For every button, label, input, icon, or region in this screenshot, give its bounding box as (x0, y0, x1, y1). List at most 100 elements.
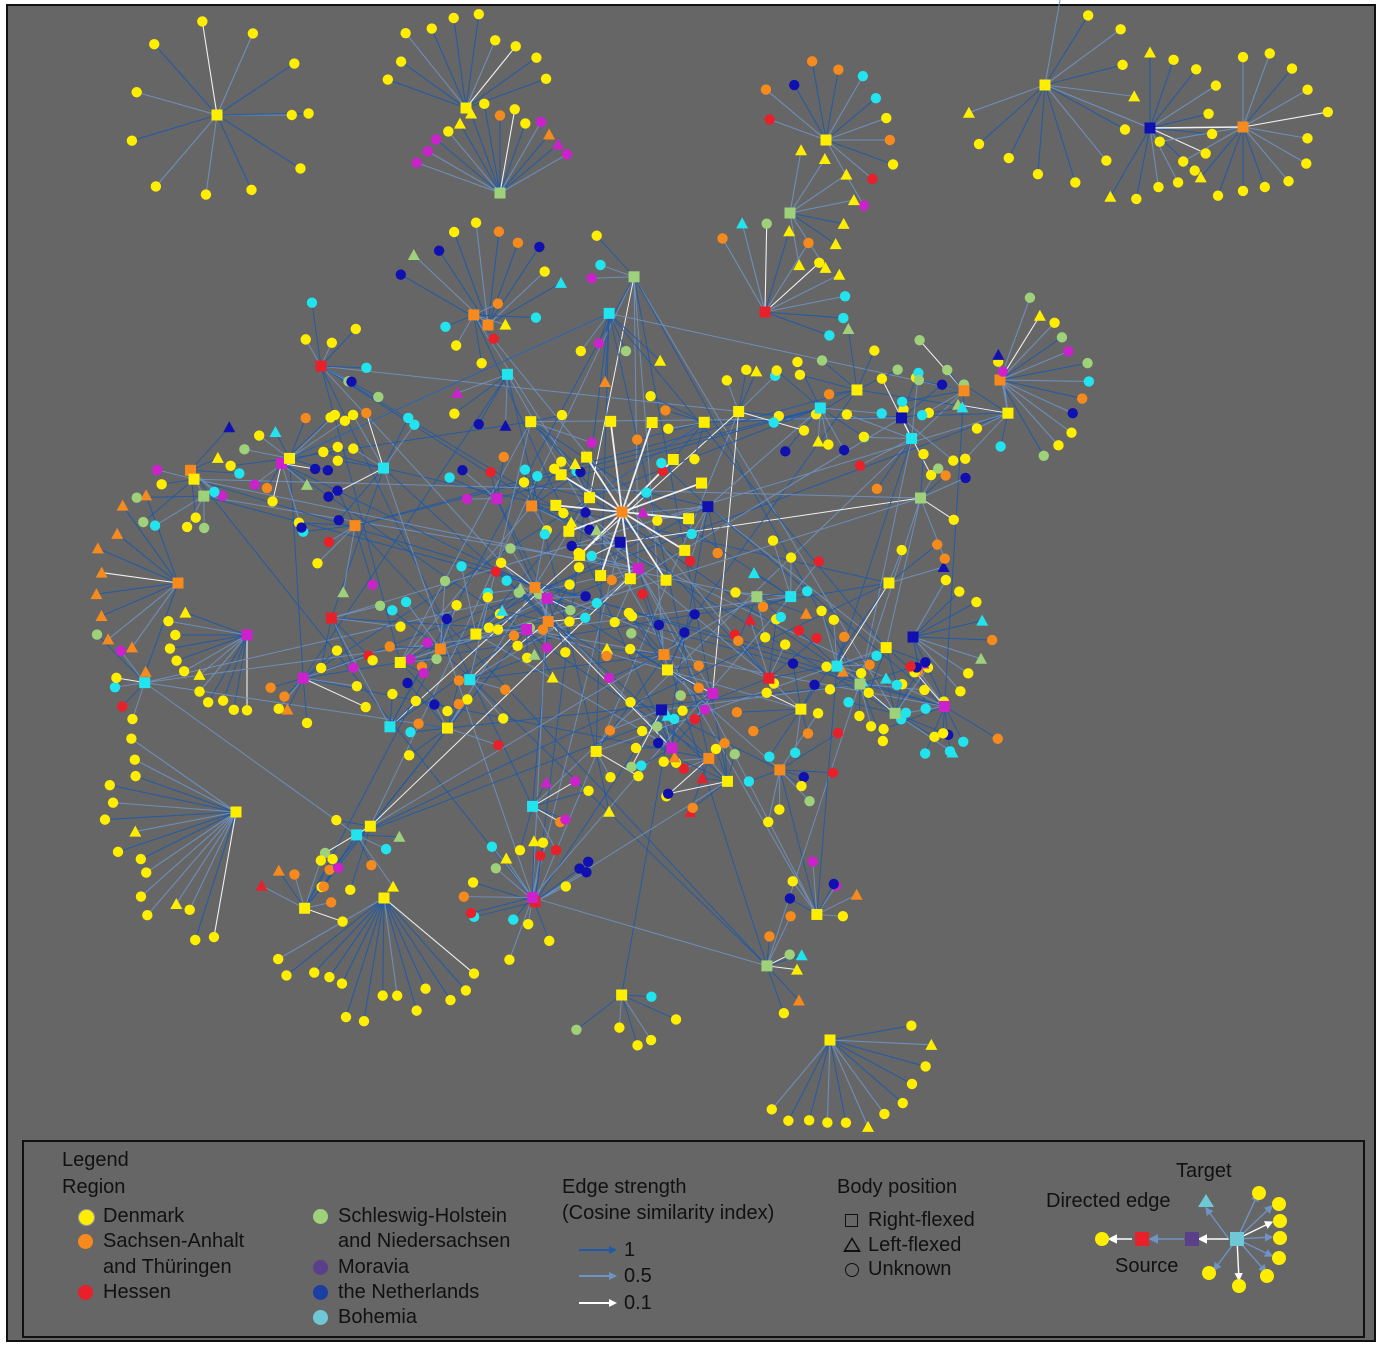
node-unknown (854, 460, 866, 471)
node-unknown (684, 555, 696, 567)
node-unknown (332, 485, 343, 496)
network-edge (145, 495, 179, 584)
network-edge (194, 811, 237, 941)
network-edge (278, 870, 306, 909)
network-edge (463, 896, 533, 899)
network-edge (912, 636, 961, 692)
node-unknown (660, 405, 671, 416)
network-edge (766, 497, 921, 967)
network-edge (920, 497, 946, 559)
node-left-flexed (792, 994, 805, 1006)
network-edge (1037, 84, 1046, 175)
network-edge (354, 525, 374, 585)
node-unknown (646, 991, 657, 1002)
network-edge (508, 897, 533, 960)
network-edge (764, 311, 844, 319)
network-edge (738, 369, 747, 412)
node-left-flexed (795, 949, 808, 961)
node-right-flexed (526, 892, 538, 904)
network-edge (272, 463, 282, 502)
node-unknown (940, 574, 952, 586)
network-edge (766, 916, 792, 967)
node-unknown (881, 112, 892, 124)
node-unknown (1178, 156, 1189, 167)
node-unknown (942, 364, 953, 376)
node-unknown (1168, 54, 1179, 66)
node-unknown (986, 634, 998, 646)
node-unknown (1322, 106, 1334, 118)
node-right-flexed (632, 563, 644, 575)
network-edge (459, 123, 501, 194)
node-unknown (493, 226, 505, 237)
network-edge (924, 706, 945, 754)
network-edge (140, 811, 237, 860)
node-unknown (626, 628, 637, 639)
node-unknown (1024, 292, 1036, 303)
node-unknown (637, 588, 648, 600)
network-edge (753, 572, 792, 598)
node-left-flexed (546, 671, 559, 683)
node-right-flexed (656, 704, 668, 716)
node-unknown (460, 985, 472, 996)
node-unknown (461, 493, 473, 505)
network-edge (438, 250, 489, 326)
node-unknown (441, 613, 453, 625)
node-left-flexed (496, 604, 509, 616)
node-unknown (891, 679, 903, 691)
network-edge (324, 825, 371, 854)
node-unknown (789, 747, 801, 759)
network-edge (829, 1039, 847, 1123)
network-edge (354, 525, 768, 967)
network-edge (532, 780, 576, 807)
network-edge (608, 313, 661, 362)
node-unknown (614, 1022, 625, 1033)
network-edge (383, 897, 467, 991)
network-edge (657, 506, 709, 522)
node-unknown (429, 699, 440, 710)
node-unknown (871, 483, 883, 495)
node-unknown (733, 635, 744, 647)
network-edge (812, 861, 818, 915)
network-edge (833, 619, 838, 667)
node-unknown (209, 486, 220, 498)
node-right-flexed (660, 574, 672, 586)
node-right-flexed (751, 591, 763, 603)
node-unknown (234, 468, 245, 479)
node-right-flexed (994, 374, 1006, 386)
node-unknown (531, 52, 542, 63)
network-edge (496, 456, 505, 499)
node-unknown (686, 528, 697, 540)
node-right-flexed (384, 721, 396, 733)
node-unknown (1101, 155, 1112, 166)
node-unknown (465, 907, 477, 919)
node-left-flexed (668, 751, 681, 763)
network-edge (222, 634, 248, 701)
network-edge (281, 463, 303, 528)
network-edge (738, 371, 757, 412)
body-position-heading: Body position (837, 1176, 958, 1198)
node-right-flexed (464, 674, 476, 686)
edge-heading: Edge strength (562, 1176, 687, 1198)
network-edge (1044, 84, 1135, 97)
edge-swatch-mid (579, 1275, 611, 1277)
network-edge (293, 874, 306, 909)
network-edge (131, 738, 237, 813)
network-edge (453, 17, 467, 109)
node-right-flexed (550, 499, 562, 511)
node-unknown (668, 713, 680, 725)
network-edge (478, 374, 508, 425)
node-unknown (1115, 24, 1126, 35)
network-edge (999, 297, 1031, 381)
network-edge (793, 84, 827, 141)
network-edge (183, 634, 248, 672)
network-edge (524, 469, 533, 507)
network-edge (1149, 127, 1179, 183)
network-edge (1044, 0, 1061, 86)
node-unknown (323, 491, 334, 502)
network-edge (496, 498, 536, 588)
node-left-flexed (528, 648, 541, 660)
node-unknown (350, 323, 362, 335)
node-unknown (832, 727, 844, 739)
node-unknown (864, 659, 875, 671)
